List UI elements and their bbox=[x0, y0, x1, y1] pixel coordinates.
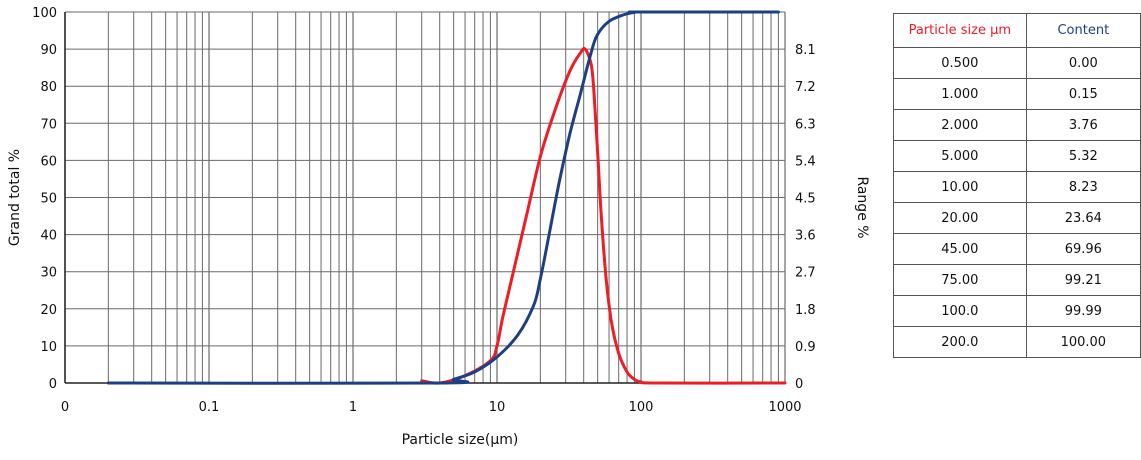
table-header-row: Particle size μm Content bbox=[893, 13, 1141, 48]
table-row: 0.500 0.00 bbox=[893, 47, 1141, 79]
x-tick-label: 100 bbox=[629, 400, 654, 415]
particle-size-table: Particle size μm Content 0.500 0.00 1.000 0… bbox=[893, 13, 1141, 358]
cell-content: 3.76 bbox=[1025, 109, 1141, 141]
y-left-tick-label: 10 bbox=[40, 340, 57, 355]
header-content: Content bbox=[1025, 13, 1141, 48]
cell-content: 0.00 bbox=[1025, 47, 1141, 79]
cell-particle-size: 5.000 bbox=[893, 140, 1027, 172]
cell-content: 8.23 bbox=[1025, 171, 1141, 203]
cell-particle-size: 45.00 bbox=[893, 233, 1027, 265]
x-tick-label: 1000 bbox=[768, 400, 801, 415]
y-right-tick-label: 7.2 bbox=[795, 80, 816, 95]
cell-content: 99.99 bbox=[1025, 295, 1141, 327]
y-right-tick-label: 5.4 bbox=[795, 154, 816, 169]
y-left-tick-label: 0 bbox=[49, 377, 57, 392]
table-row: 20.00 23.64 bbox=[893, 202, 1141, 234]
cell-particle-size: 0.500 bbox=[893, 47, 1027, 79]
cell-particle-size: 100.0 bbox=[893, 295, 1027, 327]
cell-particle-size: 1.000 bbox=[893, 78, 1027, 110]
y-left-tick-label: 40 bbox=[40, 229, 57, 244]
y-left-tick-label: 70 bbox=[40, 117, 57, 132]
cell-particle-size: 75.00 bbox=[893, 264, 1027, 296]
y-left-tick-label: 60 bbox=[40, 154, 57, 169]
table-row: 5.000 5.32 bbox=[893, 140, 1141, 172]
cell-content: 23.64 bbox=[1025, 202, 1141, 234]
y-left-tick-label: 80 bbox=[40, 80, 57, 95]
y-right-tick-label: 1.8 bbox=[795, 303, 816, 318]
cell-particle-size: 20.00 bbox=[893, 202, 1027, 234]
cell-content: 99.21 bbox=[1025, 264, 1141, 296]
x-tick-label: 1 bbox=[349, 400, 357, 415]
y-left-axis-title: Grand total % bbox=[7, 149, 23, 246]
cell-content: 100.00 bbox=[1025, 326, 1141, 358]
range-curve-red bbox=[420, 46, 787, 385]
table-row: 2.000 3.76 bbox=[893, 109, 1141, 141]
cell-content: 69.96 bbox=[1025, 233, 1141, 265]
x-axis-title: Particle size(μm) bbox=[402, 432, 519, 448]
table-row: 200.0 100.00 bbox=[893, 326, 1141, 358]
y-right-tick-label: 8.1 bbox=[795, 43, 816, 58]
x-tick-label: 10 bbox=[489, 400, 506, 415]
y-right-tick-label: 2.7 bbox=[795, 266, 816, 281]
y-left-tick-label: 30 bbox=[40, 266, 57, 281]
x-tick-label: 0.1 bbox=[199, 400, 220, 415]
x-tick-label: 0 bbox=[61, 400, 69, 415]
cell-particle-size: 2.000 bbox=[893, 109, 1027, 141]
cell-particle-size: 10.00 bbox=[893, 171, 1027, 203]
cumulative-curve-blue bbox=[106, 10, 780, 385]
table-body: 0.500 0.00 1.000 0.15 2.000 3.76 5.000 5.32 10.0… bbox=[893, 47, 1141, 358]
particle-size-chart: 010203040506070809010000.91.82.73.64.55.… bbox=[7, 6, 870, 448]
y-right-axis-title: Range % bbox=[854, 176, 870, 238]
table-row: 1.000 0.15 bbox=[893, 78, 1141, 110]
y-right-tick-label: 6.3 bbox=[795, 117, 816, 132]
table-row: 10.00 8.23 bbox=[893, 171, 1141, 203]
header-particle-size: Particle size μm bbox=[893, 13, 1027, 48]
y-left-tick-label: 50 bbox=[40, 192, 57, 207]
y-left-tick-label: 100 bbox=[32, 6, 57, 21]
table-row: 45.00 69.96 bbox=[893, 233, 1141, 265]
y-right-tick-label: 3.6 bbox=[795, 229, 816, 244]
cell-content: 0.15 bbox=[1025, 78, 1141, 110]
cell-content: 5.32 bbox=[1025, 140, 1141, 172]
y-right-tick-label: 0 bbox=[795, 377, 803, 392]
y-left-tick-label: 20 bbox=[40, 303, 57, 318]
table-row: 100.0 99.99 bbox=[893, 295, 1141, 327]
y-right-tick-label: 0.9 bbox=[795, 340, 816, 355]
y-right-tick-label: 4.5 bbox=[795, 192, 816, 207]
cell-particle-size: 200.0 bbox=[893, 326, 1027, 358]
y-left-tick-label: 90 bbox=[40, 43, 57, 58]
table-row: 75.00 99.21 bbox=[893, 264, 1141, 296]
